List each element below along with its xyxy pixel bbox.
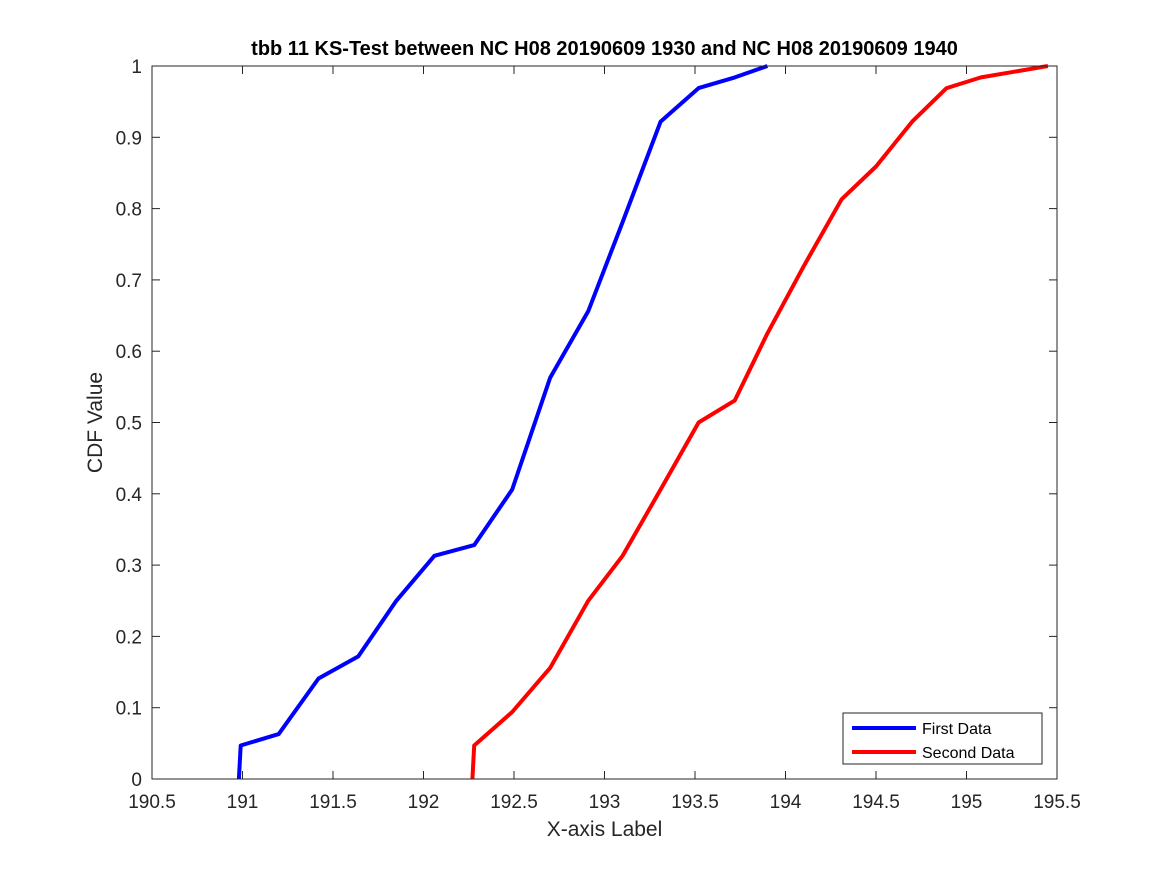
y-tick-label: 0.1 [116,699,142,720]
y-tick-label: 0.8 [116,200,142,221]
x-tick-label: 192.5 [490,792,538,813]
x-tick-label: 193 [589,792,621,813]
series-line-second-data [470,64,1049,780]
y-tick-label: 0.7 [116,271,142,292]
y-tick-label: 0.3 [116,556,142,577]
x-axis-label: X-axis Label [547,818,663,841]
legend-label-second-data: Second Data [922,745,1015,762]
x-tick-label: 194 [770,792,802,813]
x-tick-label: 192 [408,792,440,813]
y-tick-label: 0.9 [116,128,142,149]
legend: First Data Second Data [842,712,1043,765]
x-tick-label: 191.5 [309,792,357,813]
y-tick-label: 0.4 [116,485,143,506]
axes-box [151,65,1058,780]
x-tick-label: 193.5 [671,792,719,813]
x-tick-label: 195.5 [1033,792,1081,813]
y-tick-label: 0 [131,770,142,791]
series-line-first-data [236,64,769,780]
y-tick-label: 1 [131,57,142,78]
x-tick-label: 194.5 [852,792,900,813]
y-axis-label: CDF Value [84,372,107,473]
x-tick-label: 195 [951,792,983,813]
legend-box [842,712,1043,765]
y-tick-label: 0.2 [116,627,142,648]
x-tick-label: 190.5 [128,792,176,813]
x-tick-label: 191 [227,792,259,813]
y-tick-label: 0.5 [116,414,142,435]
tick-layer: 190.5 191 191.5 192 192.5 193 193.5 194 194.5 195… [116,57,1081,813]
y-tick-label: 0.6 [116,342,142,363]
series-layer [236,64,1049,780]
plot-area [152,66,1057,779]
chart-title: tbb 11 KS-Test between NC H08 20190609 1… [251,38,958,60]
legend-label-first-data: First Data [922,721,991,738]
